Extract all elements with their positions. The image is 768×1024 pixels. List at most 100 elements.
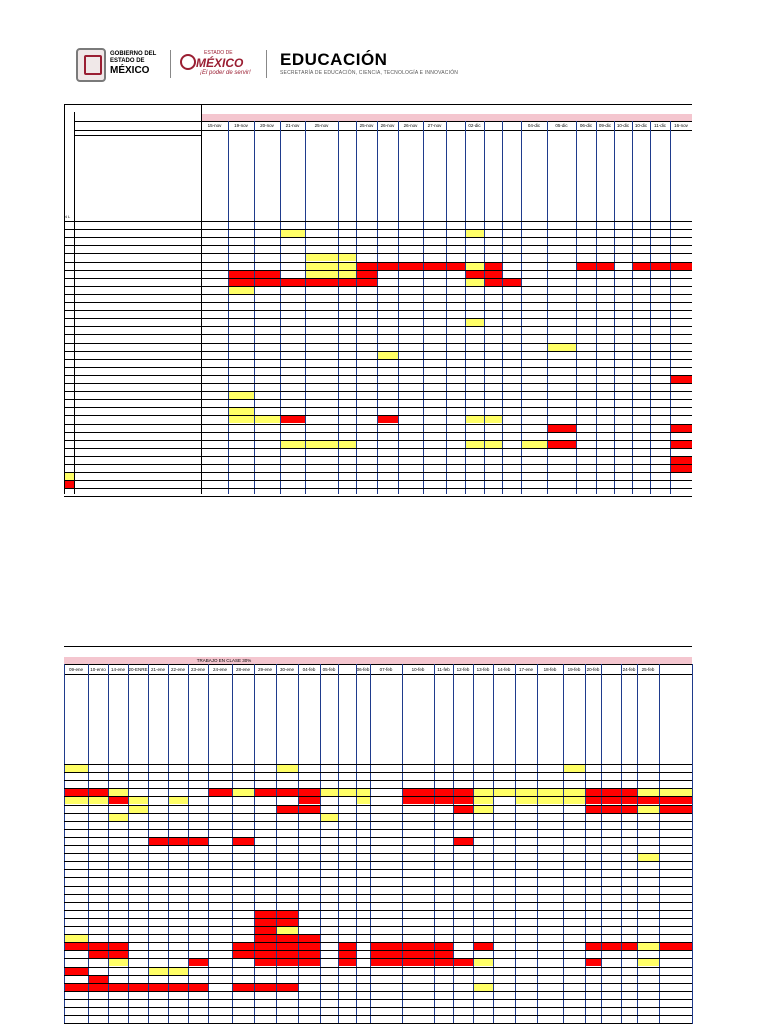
table1-row-line — [64, 350, 692, 352]
table2-mark — [339, 788, 356, 797]
table2-row-line — [64, 845, 692, 846]
table2-mark — [65, 942, 88, 951]
table2-mark — [586, 804, 601, 813]
table2-mark — [564, 788, 585, 797]
table1-row-line — [64, 455, 692, 457]
table1-mark — [671, 439, 692, 448]
table1-col-line — [305, 121, 306, 494]
table1-date-label: 02-dic — [468, 123, 481, 128]
table1-col-line — [398, 121, 399, 494]
table1-row-line — [64, 358, 692, 360]
table2-col-line — [208, 664, 209, 1024]
table1-n-label: N L — [64, 214, 71, 219]
table2-mark — [299, 796, 320, 805]
table2-mark — [277, 942, 298, 951]
table1-col-line — [254, 121, 255, 494]
table1-col-line — [650, 121, 651, 494]
table2-date-label: 28-ene — [235, 667, 250, 672]
table1-date-label — [502, 121, 521, 130]
table2-mark — [299, 934, 320, 943]
table2-col-line — [356, 664, 357, 1024]
table2-mark — [109, 982, 128, 991]
table2-mark — [109, 788, 128, 797]
table2-row-line — [64, 974, 692, 976]
table1-date-label — [484, 121, 502, 130]
table2-mark — [255, 942, 276, 951]
table2-mark — [65, 764, 88, 773]
table2-mark — [169, 966, 188, 975]
table2-col-line — [621, 664, 622, 1024]
table1-row-line — [64, 269, 692, 271]
table2-mark — [189, 836, 208, 845]
table2-mark — [189, 982, 208, 991]
table1-mark — [229, 277, 254, 286]
table1-mark — [633, 261, 650, 270]
table1-mark — [339, 277, 356, 286]
table1-mark — [229, 415, 254, 424]
table2-mark — [169, 796, 188, 805]
table2-mark — [357, 796, 370, 805]
table2-mark — [586, 796, 601, 805]
table2-mark — [233, 788, 254, 797]
table2-mark — [255, 950, 276, 959]
table1-date-label: 27-nov — [427, 123, 442, 128]
table2-mark — [602, 788, 621, 797]
table1-mark — [357, 269, 377, 278]
table1-row-line — [64, 221, 692, 222]
table2-mark — [371, 950, 402, 959]
table2-mark — [89, 974, 108, 983]
table2-mark — [255, 958, 276, 967]
table2-col-line — [537, 664, 538, 1024]
table1-row-line — [64, 374, 692, 376]
table2-col-line — [276, 664, 277, 1024]
table1-date-label: 25-nov — [314, 123, 329, 128]
table2-mark — [65, 796, 88, 805]
table1-col-line — [423, 121, 424, 494]
table2-mark — [586, 942, 601, 951]
table2-row-line — [64, 788, 692, 790]
table2-row-line — [64, 958, 692, 960]
table2-mark — [435, 958, 453, 967]
table2-col-line — [128, 664, 129, 1024]
table2-mark — [435, 796, 453, 805]
table1-name-col-line — [74, 112, 75, 494]
table1-mark — [671, 455, 692, 464]
table1-date-label: 21-nov — [285, 123, 300, 128]
table2-date-label: 24-feb — [622, 667, 636, 672]
table2-mark — [638, 796, 659, 805]
table1-mark — [255, 415, 280, 424]
table1-date-label — [446, 121, 465, 130]
table1-date-label: 04-dic — [527, 123, 541, 128]
table2-col-line — [148, 664, 149, 1024]
table2-mark — [638, 958, 659, 967]
table2-mark — [403, 942, 434, 951]
table2-mark — [339, 958, 356, 967]
government-logo-text: GOBIERNO DEL ESTADO DE MÉXICO — [110, 51, 156, 76]
table1-mark — [306, 269, 338, 278]
table2-row-line — [64, 885, 692, 887]
table2-mark — [299, 942, 320, 951]
table2-mark — [169, 836, 188, 845]
table2-mark — [516, 788, 537, 797]
table2-col-line — [298, 664, 299, 1024]
table1-row-line — [64, 391, 692, 393]
table2-mark — [602, 804, 621, 813]
table2-col-line — [320, 664, 321, 1024]
table1-top-border — [64, 104, 692, 105]
table2-mark — [403, 950, 434, 959]
table1-col-line — [670, 121, 671, 494]
table2-mark — [149, 982, 168, 991]
table2-date-label: 11-feb — [437, 667, 450, 672]
table1-col-line — [280, 121, 281, 494]
table1-date-label: 06-dic — [579, 123, 593, 128]
table1-mark — [281, 415, 305, 424]
table2-mark — [109, 942, 128, 951]
table2-mark — [454, 788, 473, 797]
table2-mark — [169, 982, 188, 991]
table2-mark — [586, 788, 601, 797]
table2-mark — [622, 804, 637, 813]
table2-row-line — [64, 926, 692, 927]
table2-mark — [255, 982, 276, 991]
table2-row-line — [64, 934, 692, 936]
table1-mark — [378, 261, 398, 270]
